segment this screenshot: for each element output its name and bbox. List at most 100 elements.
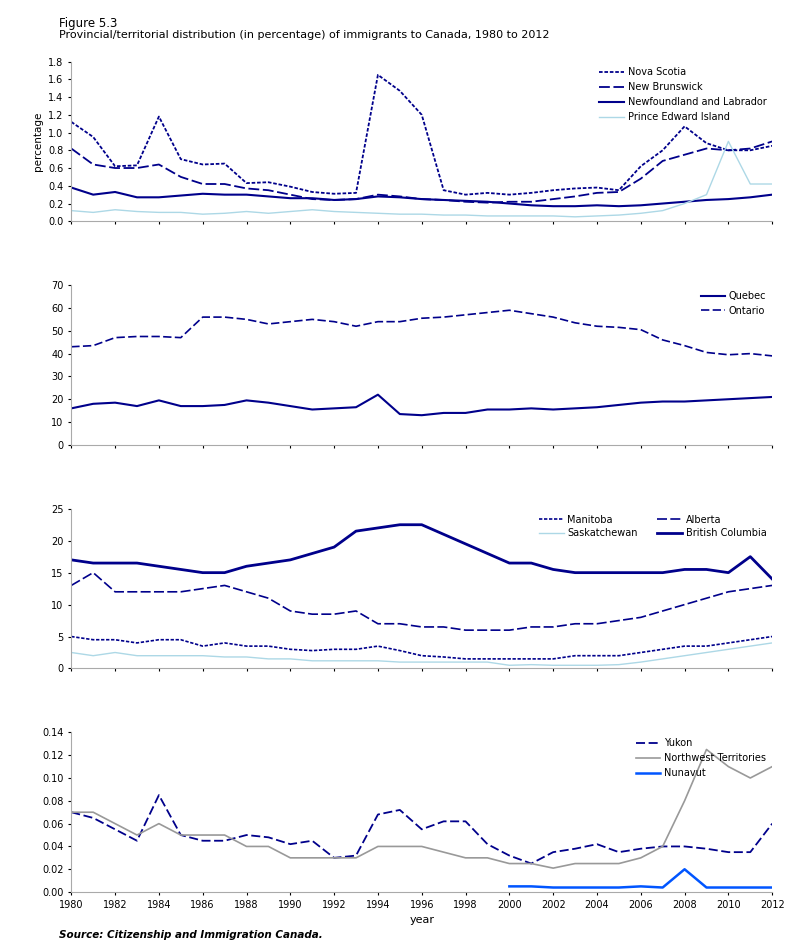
Manitoba bbox=[482, 653, 492, 665]
Northwest Territories bbox=[329, 852, 339, 864]
Y-axis label: percentage: percentage bbox=[32, 112, 43, 171]
British Columbia bbox=[329, 542, 339, 553]
Yukon bbox=[505, 849, 514, 861]
Alberta bbox=[132, 586, 142, 598]
Alberta bbox=[702, 593, 711, 604]
Quebec bbox=[154, 395, 164, 406]
Prince Edward Island bbox=[417, 208, 426, 220]
Prince Edward Island bbox=[352, 206, 361, 218]
Nova Scotia bbox=[461, 189, 470, 201]
New Brunswick bbox=[373, 189, 383, 201]
Northwest Territories bbox=[89, 807, 98, 818]
Alberta bbox=[307, 609, 317, 620]
Nunavut bbox=[570, 882, 580, 893]
Prince Edward Island bbox=[67, 205, 76, 216]
Manitoba bbox=[745, 634, 755, 646]
Ontario bbox=[264, 318, 273, 330]
Northwest Territories bbox=[373, 841, 383, 852]
Saskatchewan bbox=[702, 647, 711, 658]
Alberta bbox=[286, 605, 295, 616]
Yukon bbox=[286, 838, 295, 849]
Saskatchewan bbox=[242, 652, 251, 663]
Quebec bbox=[658, 396, 668, 407]
Quebec bbox=[767, 391, 777, 402]
British Columbia bbox=[702, 563, 711, 575]
New Brunswick bbox=[242, 183, 251, 194]
Manitoba bbox=[527, 653, 536, 665]
Nova Scotia bbox=[176, 153, 185, 165]
Prince Edward Island bbox=[132, 205, 142, 217]
British Columbia bbox=[154, 561, 164, 572]
Saskatchewan bbox=[482, 656, 492, 668]
Quebec bbox=[176, 401, 185, 412]
Newfoundland and Labrador bbox=[570, 201, 580, 212]
Newfoundland and Labrador bbox=[352, 193, 361, 205]
Alberta bbox=[614, 615, 623, 626]
Northwest Territories bbox=[286, 852, 295, 864]
Ontario bbox=[286, 316, 295, 328]
Yukon bbox=[767, 818, 777, 830]
Nova Scotia bbox=[767, 140, 777, 152]
Line: Manitoba: Manitoba bbox=[71, 636, 772, 659]
Quebec bbox=[724, 394, 733, 405]
Yukon bbox=[680, 841, 689, 852]
Yukon bbox=[110, 824, 120, 835]
Nova Scotia bbox=[307, 187, 317, 198]
Prince Edward Island bbox=[592, 210, 602, 222]
British Columbia bbox=[373, 522, 383, 533]
Legend: Nova Scotia, New Brunswick, Newfoundland and Labrador, Prince Edward Island: Nova Scotia, New Brunswick, Newfoundland… bbox=[596, 63, 771, 126]
Northwest Territories bbox=[724, 760, 733, 772]
Newfoundland and Labrador bbox=[658, 198, 668, 209]
British Columbia bbox=[110, 558, 120, 569]
Nova Scotia bbox=[352, 188, 361, 199]
Manitoba bbox=[242, 640, 251, 652]
Manitoba bbox=[352, 644, 361, 655]
British Columbia bbox=[395, 519, 405, 530]
Nova Scotia bbox=[614, 185, 623, 196]
Nunavut bbox=[614, 882, 623, 893]
Saskatchewan bbox=[329, 655, 339, 667]
Yukon bbox=[132, 835, 142, 847]
Northwest Territories bbox=[767, 760, 777, 772]
Alberta bbox=[570, 618, 580, 630]
Alberta bbox=[505, 624, 514, 635]
Alberta bbox=[482, 624, 492, 635]
Newfoundland and Labrador bbox=[373, 190, 383, 202]
Saskatchewan bbox=[636, 656, 645, 668]
Nova Scotia bbox=[636, 161, 645, 172]
New Brunswick bbox=[745, 143, 755, 154]
Quebec bbox=[264, 397, 273, 408]
Yukon bbox=[614, 847, 623, 858]
Ontario bbox=[548, 312, 558, 323]
Quebec bbox=[636, 397, 645, 408]
British Columbia bbox=[592, 567, 602, 579]
Manitoba bbox=[132, 637, 142, 649]
British Columbia bbox=[307, 547, 317, 559]
Prince Edward Island bbox=[198, 208, 208, 220]
Northwest Territories bbox=[548, 863, 558, 874]
Ontario bbox=[67, 341, 76, 352]
Quebec bbox=[745, 392, 755, 403]
Prince Edward Island bbox=[176, 206, 185, 218]
Nunavut bbox=[658, 882, 668, 893]
Line: Newfoundland and Labrador: Newfoundland and Labrador bbox=[71, 188, 772, 206]
Saskatchewan bbox=[527, 659, 536, 670]
Northwest Territories bbox=[680, 795, 689, 807]
Ontario bbox=[767, 350, 777, 362]
Nova Scotia bbox=[680, 120, 689, 132]
Quebec bbox=[373, 389, 383, 401]
Yukon bbox=[67, 807, 76, 818]
Manitoba bbox=[286, 644, 295, 655]
Yukon bbox=[242, 830, 251, 841]
British Columbia bbox=[132, 558, 142, 569]
Quebec bbox=[548, 403, 558, 415]
Saskatchewan bbox=[614, 659, 623, 670]
Prince Edward Island bbox=[636, 207, 645, 219]
Prince Edward Island bbox=[702, 189, 711, 201]
Ontario bbox=[702, 347, 711, 358]
Ontario bbox=[461, 309, 470, 320]
Manitoba bbox=[220, 637, 230, 649]
Quebec bbox=[570, 402, 580, 414]
Alberta bbox=[67, 580, 76, 591]
New Brunswick bbox=[264, 185, 273, 196]
